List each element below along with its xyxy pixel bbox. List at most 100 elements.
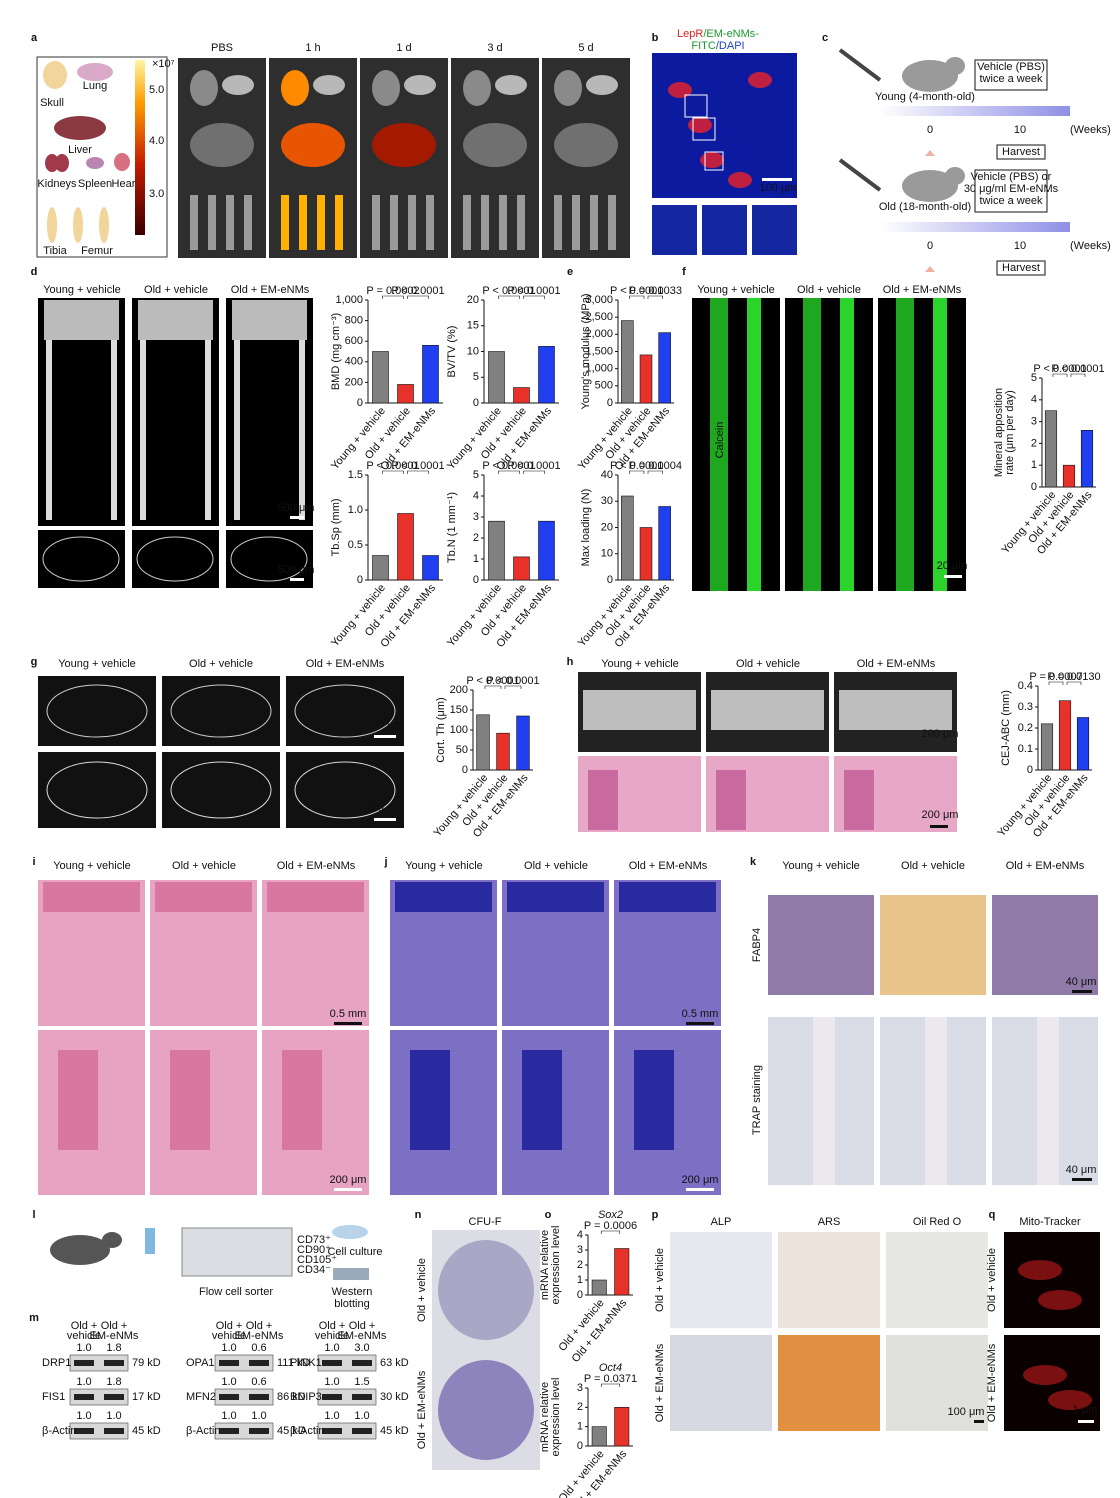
blot-band: [69, 1354, 129, 1372]
significance-bracket: [407, 470, 429, 474]
bone-shape: [463, 195, 471, 250]
column-header: Old +: [246, 1320, 273, 1332]
column-header: Old + vehicle: [901, 860, 965, 872]
significance-bracket: [1048, 681, 1064, 685]
column-header: PBS: [211, 42, 233, 54]
quantification: 1.0: [324, 1342, 339, 1354]
panel-letter: e: [567, 266, 573, 278]
treatment-label: Vehicle (PBS) or: [971, 171, 1052, 183]
p-value: P < 0.0001: [482, 460, 535, 472]
organ-label: Skull: [40, 97, 64, 109]
organ-label: Lung: [83, 80, 107, 92]
tissue: [170, 1050, 210, 1150]
scale-label: 100 μm: [760, 182, 797, 194]
y-tick-label: 0: [1031, 481, 1037, 493]
scale-label: 200 μm: [330, 1174, 367, 1186]
y-tick-label: 10: [601, 548, 613, 560]
image-title: FITC/DAPI: [691, 40, 744, 52]
image: [670, 1335, 772, 1431]
injection-arrow: [925, 266, 935, 272]
blot-band: [74, 1428, 94, 1434]
marker-label: CD105⁺: [297, 1254, 337, 1266]
tooth-render: [711, 690, 824, 730]
dish-icon: [332, 1225, 368, 1239]
blot-icon: [333, 1268, 369, 1280]
bone-shape: [138, 300, 213, 340]
quantification: 1.0: [354, 1410, 369, 1422]
blot-band: [249, 1428, 269, 1434]
y-tick-label: 1: [1031, 459, 1037, 471]
image-title: CFU-F: [469, 1216, 502, 1228]
image: [702, 205, 747, 255]
column-header: EM-eNMs: [338, 1330, 387, 1342]
image-title: Mito-Tracker: [1019, 1216, 1081, 1228]
bar: [1062, 464, 1076, 488]
title-part: /EM-eNMs-: [703, 28, 759, 40]
bone-shape: [44, 300, 119, 340]
bone-section: [170, 761, 272, 819]
time-label: 10: [1014, 240, 1026, 252]
bone-shape: [234, 340, 240, 520]
significance-bracket: [629, 470, 645, 474]
panel-letter: d: [31, 266, 38, 278]
scale-label: 500 μm: [278, 502, 315, 514]
y-tick-label: 20: [601, 521, 613, 533]
quantification: 1.0: [251, 1410, 266, 1422]
treatment-label: twice a week: [980, 73, 1043, 85]
organ-blob: [190, 123, 254, 167]
column-header: Young + vehicle: [43, 284, 121, 296]
tissue: [395, 882, 492, 912]
y-tick-label: 0.5: [348, 539, 363, 551]
bar: [422, 555, 439, 581]
bone-section: [294, 761, 396, 819]
column-header: 5 d: [578, 42, 593, 54]
significance-bracket: [523, 470, 545, 474]
image: [652, 53, 797, 198]
column-header: Young + vehicle: [697, 284, 775, 296]
inset-box: [692, 117, 716, 141]
scale-bar: [930, 825, 948, 828]
bone-shape: [408, 195, 416, 250]
tissue: [925, 1017, 947, 1185]
tissue: [522, 1050, 562, 1150]
y-tick-label: 0: [473, 397, 479, 409]
y-axis-label: CEJ-ABC (mm): [1000, 690, 1012, 766]
bar: [658, 332, 671, 404]
quantification: 1.0: [324, 1376, 339, 1388]
y-axis-label: Max loading (N): [580, 489, 592, 567]
bar: [591, 1426, 607, 1447]
tissue: [282, 1050, 322, 1150]
y-tick-label: 2: [473, 532, 479, 544]
time-label: 10: [1014, 124, 1026, 136]
bone-shape: [244, 195, 252, 250]
significance-bracket: [1070, 373, 1086, 377]
scale-label: 40 μm: [1066, 1164, 1097, 1176]
treatment-box: [974, 169, 1048, 213]
bone-section: [136, 536, 214, 582]
injection-arrow: [925, 150, 935, 156]
quantification: 0.6: [251, 1376, 266, 1388]
blot-band: [69, 1388, 129, 1406]
significance-bracket: [523, 295, 545, 299]
treatment-label: 30 μg/ml EM-eNMs: [964, 183, 1059, 195]
quantification: 3.0: [354, 1342, 369, 1354]
column-header: EM-eNMs: [235, 1330, 284, 1342]
significance-bracket: [498, 295, 520, 299]
column-header: Old + vehicle: [736, 658, 800, 670]
tissue: [410, 1050, 450, 1150]
image-title: LepR/EM-eNMs-: [677, 28, 759, 40]
y-tick-label: 4: [577, 1229, 583, 1241]
y-axis-label: rate (μm per day): [1004, 390, 1016, 475]
bar: [422, 345, 439, 404]
organ-label: Spleen: [78, 178, 112, 190]
y-tick-label: 2,500: [585, 311, 613, 323]
p-value: P < 0.0001: [466, 675, 519, 687]
p-value: P < 0.0001: [1033, 363, 1086, 375]
column-header: Old +: [101, 1320, 128, 1332]
image: [38, 752, 156, 828]
tissue: [716, 770, 746, 830]
column-header: Old + vehicle: [144, 284, 208, 296]
scale-bar: [686, 1022, 714, 1025]
bar: [538, 520, 555, 581]
column-header: vehicle: [67, 1330, 101, 1342]
